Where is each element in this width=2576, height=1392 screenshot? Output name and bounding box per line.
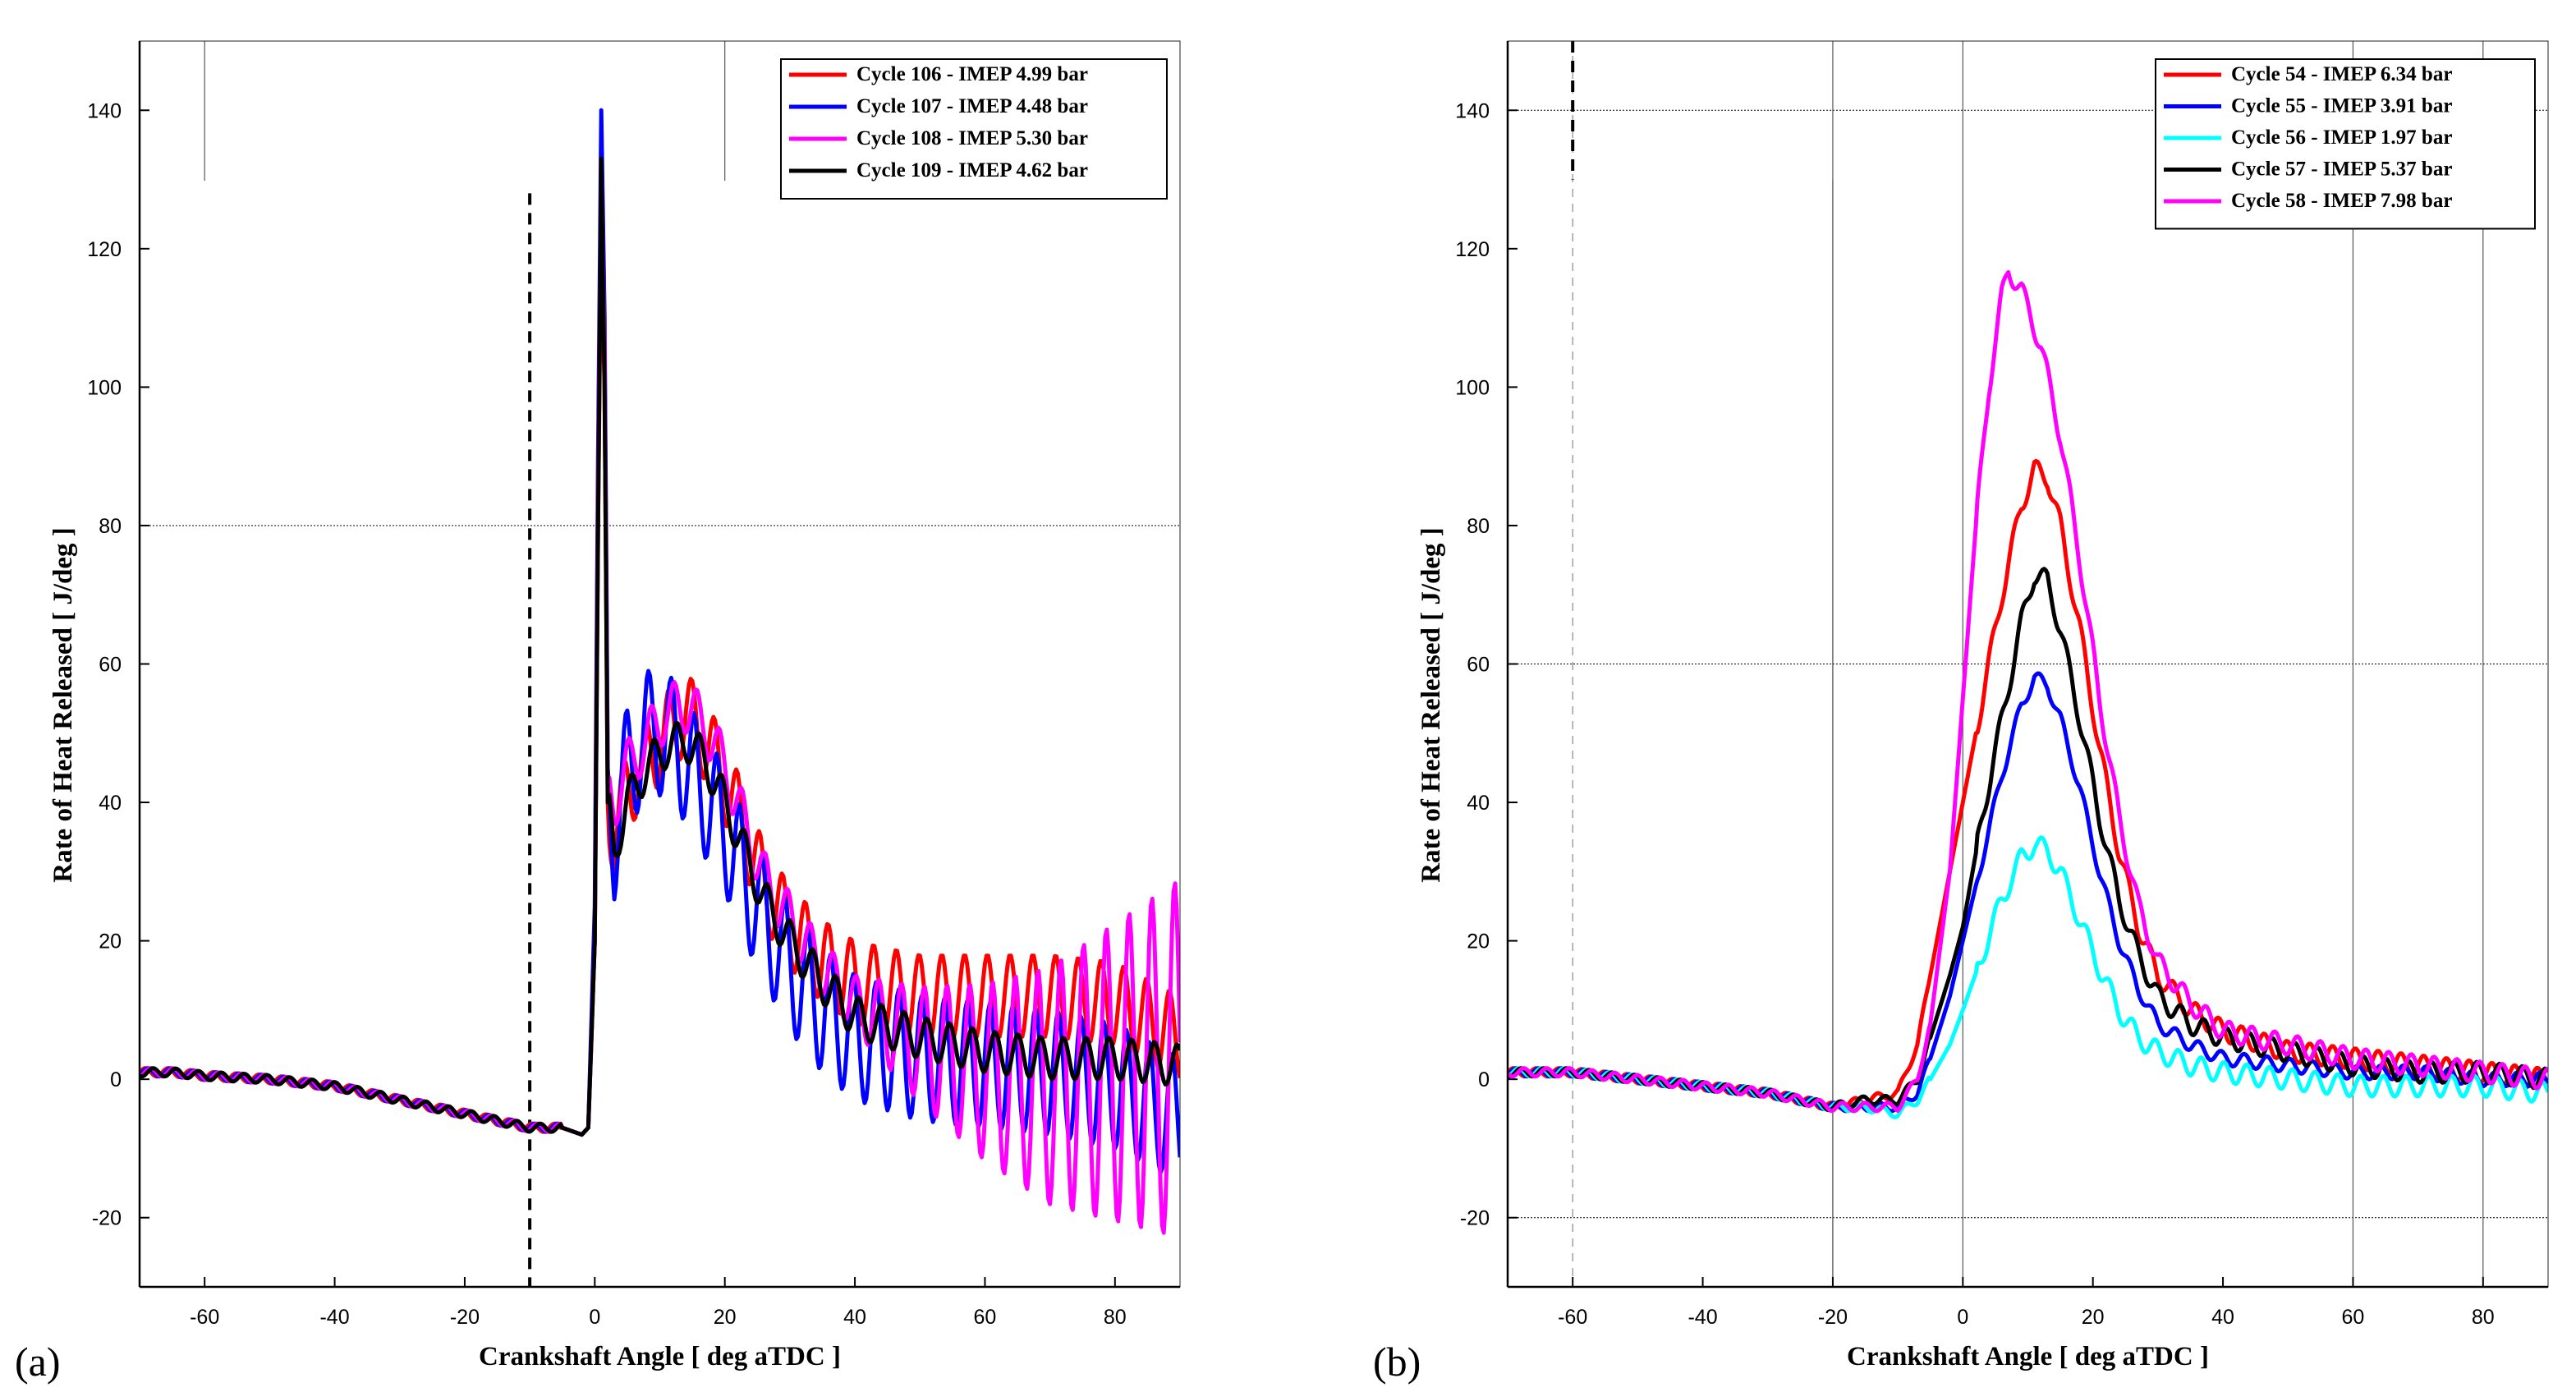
legend-entry: Cycle 109 - IMEP 4.62 bar xyxy=(856,159,1088,181)
panel-label: (b) xyxy=(1373,1339,1421,1385)
x-axis-title: Crankshaft Angle [ deg aTDC ] xyxy=(479,1342,841,1371)
legend-entry: Cycle 108 - IMEP 5.30 bar xyxy=(856,127,1088,149)
y-tick-label: -20 xyxy=(1460,1207,1490,1230)
series-line-1 xyxy=(1508,458,2548,1111)
x-tick-label: -20 xyxy=(1818,1306,1848,1329)
legend-entry: Cycle 56 - IMEP 1.97 bar xyxy=(2231,126,2452,149)
legend-entry: Cycle 54 - IMEP 6.34 bar xyxy=(2231,63,2452,85)
legend-box xyxy=(780,58,1168,200)
y-tick-label: 100 xyxy=(87,376,122,399)
series-line-4 xyxy=(140,156,1180,1137)
legend: Cycle 54 - IMEP 6.34 bar Cycle 55 - IMEP … xyxy=(2155,58,2536,230)
y-tick-label: 140 xyxy=(87,99,122,122)
y-tick-label: 80 xyxy=(99,515,122,538)
x-tick-label: 80 xyxy=(1104,1306,1127,1329)
y-tick-label: 40 xyxy=(1467,792,1490,815)
x-tick-label: -20 xyxy=(450,1306,480,1329)
x-tick-label: 0 xyxy=(589,1306,600,1329)
panel-label: (a) xyxy=(15,1339,61,1385)
y-tick-label: 60 xyxy=(99,654,122,677)
x-tick-label: 0 xyxy=(1957,1306,1968,1329)
x-tick-label: -60 xyxy=(190,1306,219,1329)
x-tick-label: 80 xyxy=(2472,1306,2495,1329)
x-axis-title: Crankshaft Angle [ deg aTDC ] xyxy=(1847,1342,2209,1371)
x-tick-label: 20 xyxy=(2082,1306,2105,1329)
x-tick-label: 60 xyxy=(2342,1306,2365,1329)
y-tick-label: 80 xyxy=(1467,515,1490,538)
y-axis-title: Rate of Heat Released [ J/deg ] xyxy=(48,527,78,883)
series-line-2 xyxy=(1508,671,2548,1114)
y-tick-label: 140 xyxy=(1455,99,1490,122)
y-tick-label: 120 xyxy=(87,238,122,261)
series-line-5 xyxy=(1508,270,2548,1114)
y-tick-label: 0 xyxy=(110,1068,122,1091)
y-tick-label: 60 xyxy=(1467,654,1490,677)
x-tick-label: -40 xyxy=(319,1306,349,1329)
y-tick-label: 100 xyxy=(1455,376,1490,399)
y-axis-title: Rate of Heat Released [ J/deg ] xyxy=(1417,527,1446,883)
plot-frame xyxy=(139,40,1181,1288)
x-tick-label: 40 xyxy=(843,1306,866,1329)
y-tick-label: 0 xyxy=(1478,1068,1490,1091)
legend-entry: Cycle 58 - IMEP 7.98 bar xyxy=(2231,190,2452,212)
y-tick-label: 120 xyxy=(1455,238,1490,261)
x-tick-label: 20 xyxy=(714,1306,737,1329)
x-tick-label: -60 xyxy=(1558,1306,1587,1329)
x-tick-label: 40 xyxy=(2211,1306,2234,1329)
y-tick-label: 20 xyxy=(1467,930,1490,953)
legend-entry: Cycle 55 - IMEP 3.91 bar xyxy=(2231,95,2452,117)
legend: Cycle 106 - IMEP 4.99 bar Cycle 107 - IME… xyxy=(780,58,1168,200)
legend-entry: Cycle 107 - IMEP 4.48 bar xyxy=(856,95,1088,117)
y-tick-label: 20 xyxy=(99,930,122,953)
y-tick-label: -20 xyxy=(92,1207,122,1230)
legend-entry: Cycle 106 - IMEP 4.99 bar xyxy=(856,63,1088,85)
series-line-4 xyxy=(1508,567,2548,1113)
series-line-1 xyxy=(140,212,1180,1137)
series-line-3 xyxy=(140,163,1180,1235)
y-tick-label: 40 xyxy=(99,792,122,815)
x-tick-label: -40 xyxy=(1687,1306,1717,1329)
chart-panel-a: -60 -40 -20 0 20 40 60 80 -20 0 20 40 60 80 100 120 140 C… xyxy=(15,40,1181,1385)
x-tick-label: 60 xyxy=(974,1306,997,1329)
chart-panel-b: -60 -40 -20 0 20 40 60 80 -20 0 20 40 60 80 100 120 140 C… xyxy=(1373,40,2549,1385)
legend-entry: Cycle 57 - IMEP 5.37 bar xyxy=(2231,158,2452,181)
